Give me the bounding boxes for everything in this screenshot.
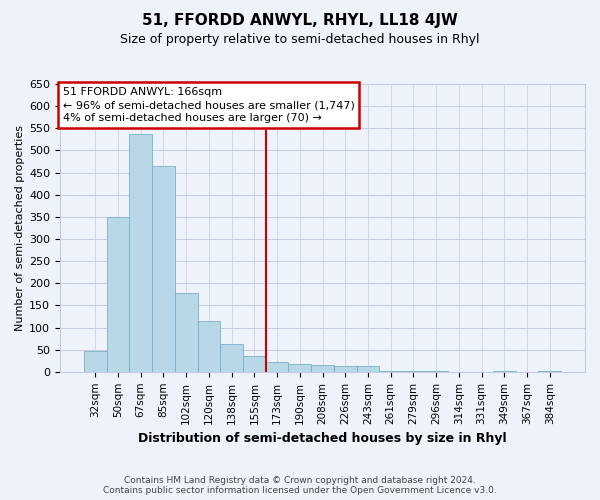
- Y-axis label: Number of semi-detached properties: Number of semi-detached properties: [15, 125, 25, 331]
- Bar: [152, 166, 175, 372]
- Text: Contains HM Land Registry data © Crown copyright and database right 2024.: Contains HM Land Registry data © Crown c…: [124, 476, 476, 485]
- Bar: [243, 356, 266, 372]
- Bar: [220, 344, 243, 372]
- Bar: [289, 364, 311, 372]
- Bar: [538, 371, 561, 372]
- Bar: [379, 371, 402, 372]
- Bar: [266, 362, 289, 372]
- Bar: [84, 351, 107, 372]
- Bar: [107, 218, 130, 372]
- Bar: [425, 371, 448, 372]
- Bar: [175, 293, 197, 372]
- Bar: [402, 371, 425, 372]
- Text: Size of property relative to semi-detached houses in Rhyl: Size of property relative to semi-detach…: [120, 32, 480, 46]
- Text: 51, FFORDD ANWYL, RHYL, LL18 4JW: 51, FFORDD ANWYL, RHYL, LL18 4JW: [142, 12, 458, 28]
- Bar: [493, 371, 515, 372]
- Text: Contains public sector information licensed under the Open Government Licence v3: Contains public sector information licen…: [103, 486, 497, 495]
- Bar: [311, 365, 334, 372]
- Bar: [356, 366, 379, 372]
- X-axis label: Distribution of semi-detached houses by size in Rhyl: Distribution of semi-detached houses by …: [138, 432, 507, 445]
- Bar: [130, 134, 152, 372]
- Bar: [334, 366, 356, 372]
- Bar: [197, 321, 220, 372]
- Text: 51 FFORDD ANWYL: 166sqm
← 96% of semi-detached houses are smaller (1,747)
4% of : 51 FFORDD ANWYL: 166sqm ← 96% of semi-de…: [62, 87, 355, 124]
